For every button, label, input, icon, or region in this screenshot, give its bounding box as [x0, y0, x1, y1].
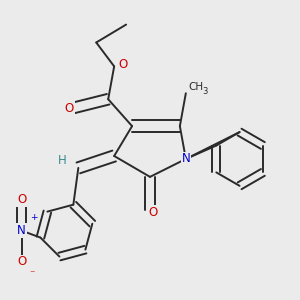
Text: O: O: [65, 102, 74, 115]
Text: O: O: [17, 256, 26, 268]
Text: O: O: [17, 193, 26, 206]
Text: ⁻: ⁻: [29, 269, 34, 279]
Text: N: N: [182, 152, 190, 166]
Text: N: N: [17, 224, 26, 237]
Text: H: H: [58, 154, 66, 167]
Text: CH: CH: [189, 82, 204, 92]
Text: O: O: [148, 206, 158, 219]
Text: O: O: [118, 58, 128, 71]
Text: 3: 3: [202, 87, 208, 96]
Text: +: +: [30, 213, 38, 222]
